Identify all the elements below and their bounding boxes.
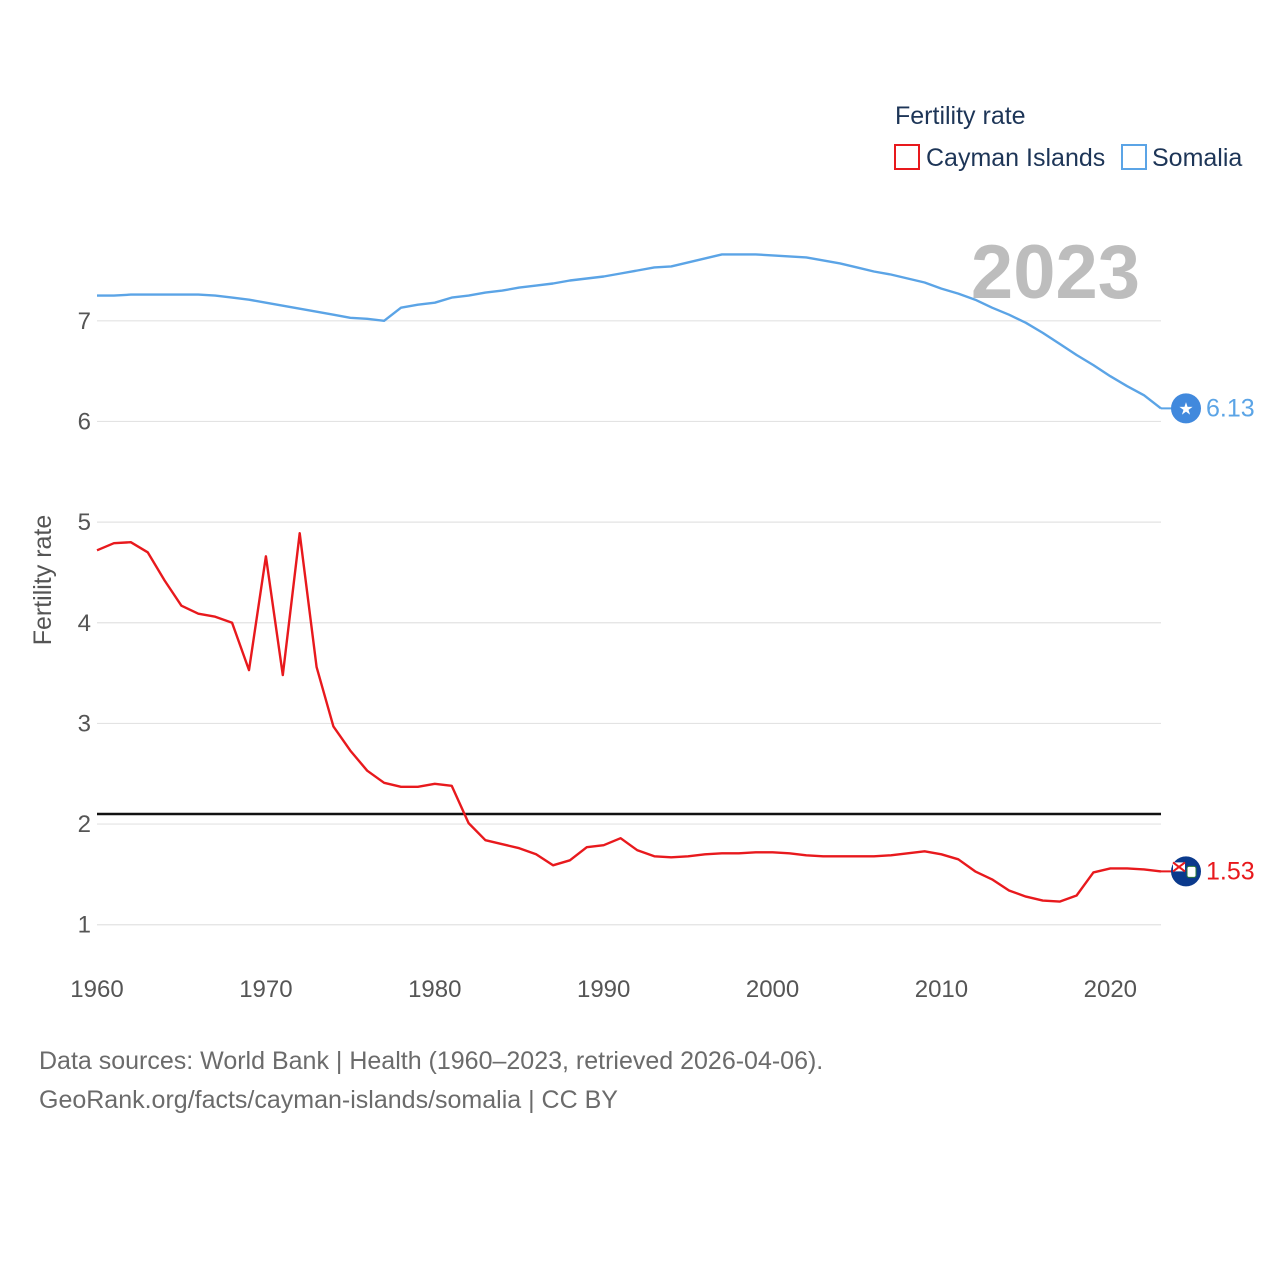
cayman-islands-flag-icon — [1171, 856, 1201, 887]
svg-text:★: ★ — [1178, 399, 1193, 418]
x-tick-label: 1960 — [70, 976, 123, 1003]
year-watermark: 2023 — [971, 230, 1140, 315]
y-tick-label: 3 — [78, 710, 91, 737]
x-tick-label: 1980 — [408, 976, 461, 1003]
somalia-flag-icon: ★ — [1171, 393, 1201, 424]
legend-title: Fertility rate — [895, 102, 1026, 130]
end-value-label-somalia: 6.13 — [1206, 394, 1255, 422]
y-axis-label: Fertility rate — [29, 515, 57, 646]
y-tick-label: 5 — [78, 509, 91, 536]
x-tick-label: 2010 — [915, 976, 968, 1003]
series-line-somalia[interactable] — [97, 253, 1162, 410]
end-value-label-cayman-islands: 1.53 — [1206, 857, 1255, 885]
series-endpoints: 1.53 ★ 6.13 — [1161, 393, 1255, 887]
y-tick-label: 7 — [78, 308, 91, 335]
y-tick-label: 4 — [78, 610, 91, 637]
legend-label-cayman-islands[interactable]: Cayman Islands — [926, 144, 1105, 172]
y-tick-label: 6 — [78, 408, 91, 435]
footer: Data sources: World Bank | Health (1960–… — [39, 1047, 823, 1114]
legend[interactable]: Fertility rate Cayman Islands Somalia — [894, 102, 1242, 172]
y-axis-ticks: 1 2 3 4 5 6 7 — [78, 308, 91, 939]
x-tick-label: 1970 — [239, 976, 292, 1003]
series-lines — [96, 253, 1162, 903]
y-tick-label: 2 — [78, 811, 91, 838]
attribution-link[interactable]: GeoRank.org/facts/cayman-islands/somalia… — [39, 1086, 618, 1114]
y-tick-label: 1 — [78, 912, 91, 939]
x-tick-label: 1990 — [577, 976, 630, 1003]
legend-swatch-cayman-islands[interactable] — [894, 144, 920, 170]
legend-label-somalia[interactable]: Somalia — [1152, 144, 1242, 172]
data-source-text: Data sources: World Bank | Health (1960–… — [39, 1047, 823, 1075]
x-tick-label: 2000 — [746, 976, 799, 1003]
legend-swatch-somalia[interactable] — [1121, 144, 1147, 170]
x-tick-label: 2020 — [1084, 976, 1137, 1003]
series-line-cayman-islands[interactable] — [96, 532, 1162, 903]
x-axis-ticks: 1960 1970 1980 1990 2000 2010 2020 — [70, 976, 1137, 1003]
